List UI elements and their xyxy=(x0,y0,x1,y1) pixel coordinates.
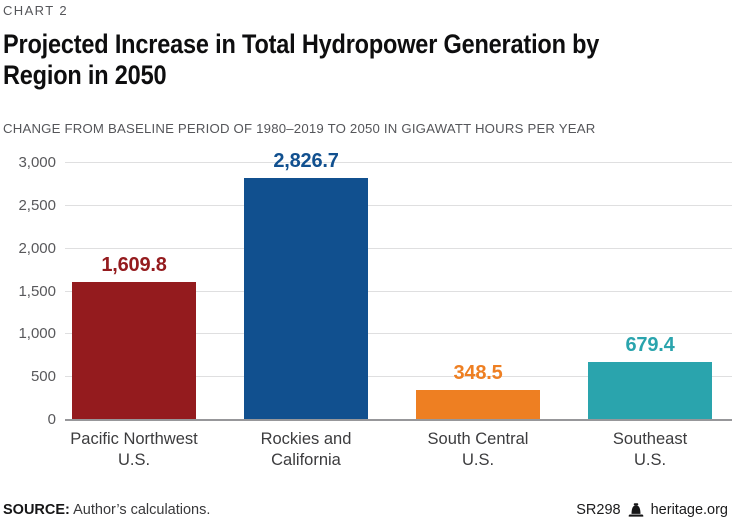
y-tick-label: 0 xyxy=(47,411,56,428)
footer: SOURCE: Author’s calculations. SR298 her… xyxy=(3,502,728,518)
chart-subtitle: CHANGE FROM BASELINE PERIOD OF 1980–2019… xyxy=(3,121,596,136)
bar-chart: 0 500 1,000 1,500 2,000 2,500 3,000 1,609.8 2,8… xyxy=(0,150,734,428)
footer-branding: SR298 heritage.org xyxy=(576,502,728,518)
bar-value-label: 679.4 xyxy=(625,334,675,356)
y-tick-label: 1,500 xyxy=(18,282,56,300)
plot-gridlines xyxy=(65,162,732,420)
bar-value-label: 1,609.8 xyxy=(101,254,167,276)
y-tick-label: 500 xyxy=(30,368,56,386)
gridline-3000 xyxy=(65,162,732,163)
bar-group: 1,609.8 xyxy=(48,254,220,420)
bar-value-label: 348.5 xyxy=(453,362,503,384)
source-label: SOURCE: xyxy=(3,502,70,518)
bar-group: 2,826.7 xyxy=(220,150,392,420)
source-text: Author’s calculations. xyxy=(73,502,211,518)
gridline-1500 xyxy=(65,290,732,292)
chart-kicker: CHART 2 xyxy=(3,3,68,18)
website: heritage.org xyxy=(650,502,728,518)
source-note: SOURCE: Author’s calculations. xyxy=(3,502,210,518)
bar-group: 679.4 xyxy=(564,334,734,420)
x-axis-labels: Pacific Northwest U.S. Rockies and Califo… xyxy=(48,429,734,471)
bar-value-label: 2,826.7 xyxy=(273,150,339,172)
x-category-label: Rockies and California xyxy=(260,430,352,469)
y-tick-label: 3,000 xyxy=(18,154,56,171)
y-axis: 0 500 1,000 1,500 2,000 2,500 3,000 xyxy=(0,154,56,428)
heritage-bell-icon xyxy=(628,502,644,518)
y-tick-label: 1,000 xyxy=(18,325,56,343)
gridline-2500 xyxy=(65,204,732,206)
bar xyxy=(588,362,712,420)
y-tick-label: 2,000 xyxy=(18,239,56,257)
bars-container: 1,609.8 2,826.7 348.5 679.4 xyxy=(48,150,734,420)
bar xyxy=(416,390,540,420)
bar xyxy=(72,282,196,420)
gridline-500 xyxy=(65,376,732,378)
gridline-1000 xyxy=(65,333,732,335)
page-title: Projected Increase in Total Hydropower G… xyxy=(3,29,600,90)
y-tick-label: 2,500 xyxy=(18,196,56,214)
x-axis-baseline xyxy=(65,419,732,421)
x-category-label: South Central U.S. xyxy=(427,430,529,469)
x-category-label: Southeast U.S. xyxy=(612,430,688,469)
bar xyxy=(244,178,368,420)
bar-group: 348.5 xyxy=(392,362,564,420)
gridline-2000 xyxy=(65,247,732,249)
x-category-label: Pacific Northwest U.S. xyxy=(70,430,198,469)
report-id: SR298 xyxy=(576,502,621,518)
